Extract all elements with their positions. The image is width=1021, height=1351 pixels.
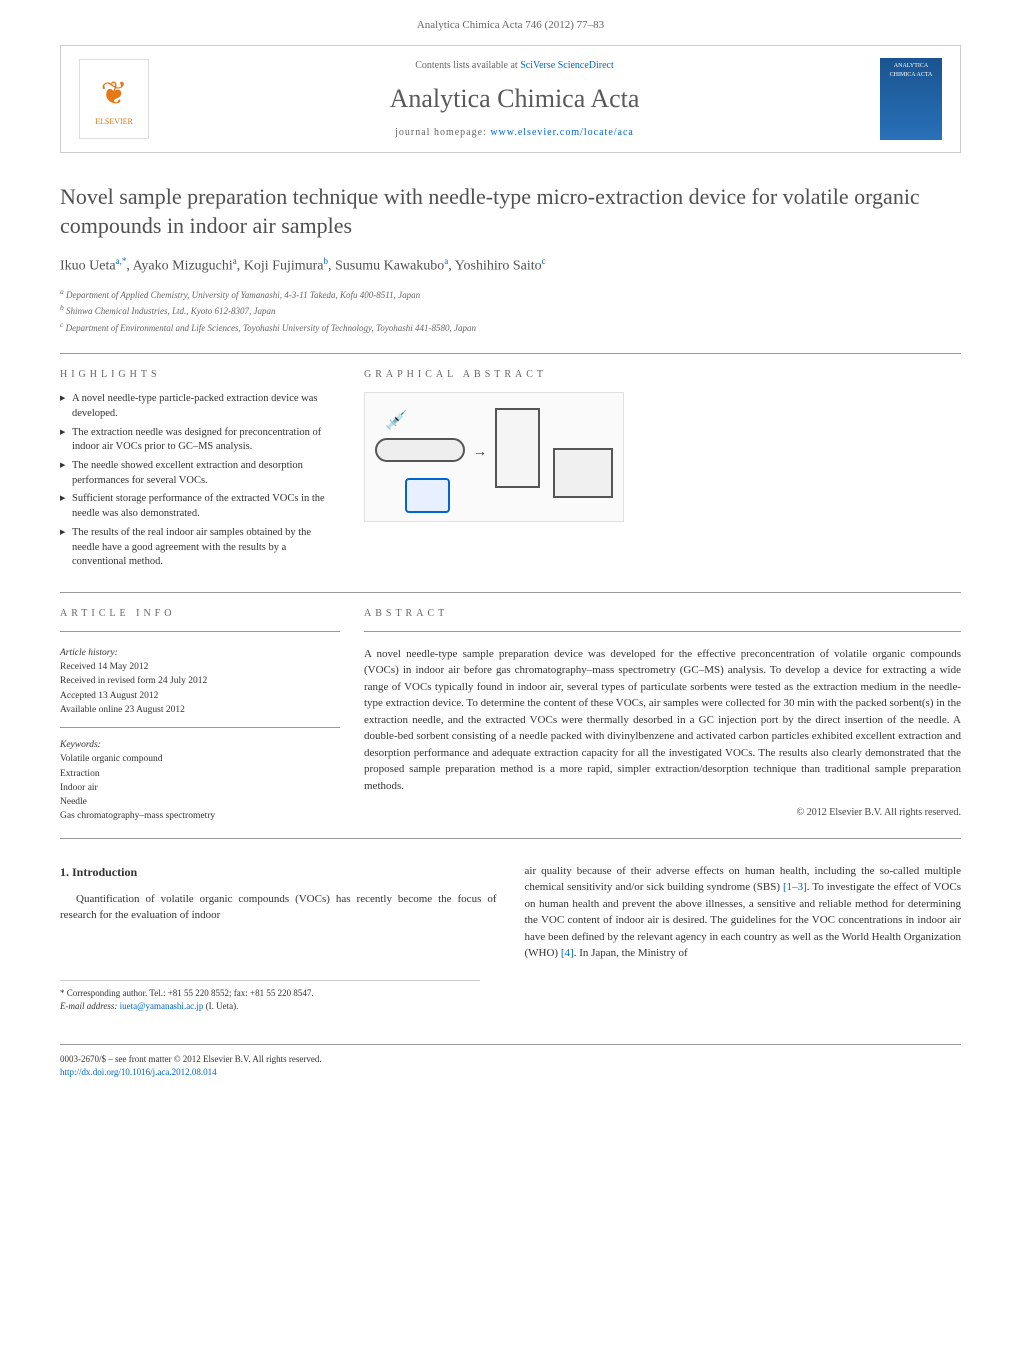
revised-date: Received in revised form 24 July 2012: [60, 674, 340, 688]
sciencedirect-link[interactable]: SciVerse ScienceDirect: [520, 60, 614, 71]
body-text: . In Japan, the Ministry of: [574, 947, 688, 959]
banner-center: Contents lists available at SciVerse Sci…: [149, 59, 880, 139]
graphical-abstract-label: GRAPHICAL ABSTRACT: [364, 368, 961, 382]
author: Ikuo Ueta: [60, 258, 116, 273]
affiliation-text: Department of Environmental and Life Sci…: [66, 323, 476, 333]
corresponding-email-line: E-mail address: iueta@yamanashi.ac.jp (I…: [60, 1000, 480, 1014]
body-column-right: air quality because of their adverse eff…: [525, 863, 962, 962]
abstract-label: ABSTRACT: [364, 607, 961, 621]
online-date: Available online 23 August 2012: [60, 703, 340, 717]
keyword: Indoor air: [60, 781, 340, 795]
journal-name: Analytica Chimica Acta: [149, 81, 880, 117]
corresponding-phone: * Corresponding author. Tel.: +81 55 220…: [60, 987, 480, 1001]
corresponding-email-link[interactable]: iueta@yamanashi.ac.jp: [120, 1001, 204, 1011]
body-paragraph: air quality because of their adverse eff…: [525, 863, 962, 962]
citation-link[interactable]: [4]: [561, 947, 574, 959]
divider: [60, 727, 340, 728]
author-mark: a: [444, 256, 448, 266]
affiliation-text: Department of Applied Chemistry, Univers…: [66, 290, 420, 300]
elsevier-logo: ❦ ELSEVIER: [79, 59, 149, 139]
corresponding-author-note: * Corresponding author. Tel.: +81 55 220…: [60, 980, 480, 1014]
author-mark: a: [233, 256, 237, 266]
affiliation: c Department of Environmental and Life S…: [60, 319, 961, 336]
journal-banner: ❦ ELSEVIER Contents lists available at S…: [60, 45, 961, 153]
article-title: Novel sample preparation technique with …: [60, 183, 961, 240]
author-mark: c: [542, 256, 546, 266]
highlight-item: The needle showed excellent extraction a…: [60, 459, 340, 488]
contents-lists-line: Contents lists available at SciVerse Sci…: [149, 59, 880, 73]
article-history: Article history: Received 14 May 2012 Re…: [60, 646, 340, 717]
section-heading-introduction: 1. Introduction: [60, 863, 497, 881]
keyword: Volatile organic compound: [60, 752, 340, 766]
divider: [60, 631, 340, 632]
contents-prefix: Contents lists available at: [415, 60, 520, 71]
running-head: Analytica Chimica Acta 746 (2012) 77–83: [0, 0, 1021, 45]
arrow-icon: →: [473, 443, 487, 463]
article-info-label: ARTICLE INFO: [60, 607, 340, 621]
corresponding-mark: *: [122, 256, 127, 266]
body-columns: 1. Introduction Quantification of volati…: [60, 863, 961, 962]
elsevier-logo-text: ELSEVIER: [95, 116, 133, 127]
author: Yoshihiro Saito: [455, 258, 542, 273]
highlight-item: Sufficient storage performance of the ex…: [60, 492, 340, 521]
affiliation-text: Shinwa Chemical Industries, Ltd., Kyoto …: [66, 306, 276, 316]
journal-homepage-link[interactable]: www.elsevier.com/locate/aca: [490, 127, 634, 138]
email-suffix: (I. Ueta).: [203, 1001, 238, 1011]
email-label: E-mail address:: [60, 1001, 120, 1011]
abstract-copyright: © 2012 Elsevier B.V. All rights reserved…: [364, 806, 961, 820]
issn-copyright-line: 0003-2670/$ – see front matter © 2012 El…: [60, 1053, 961, 1067]
accepted-date: Accepted 13 August 2012: [60, 689, 340, 703]
highlight-item: The results of the real indoor air sampl…: [60, 526, 340, 570]
highlight-item: The extraction needle was designed for p…: [60, 426, 340, 455]
keywords-label: Keywords:: [60, 738, 340, 752]
affiliation: a Department of Applied Chemistry, Unive…: [60, 286, 961, 303]
keyword: Needle: [60, 795, 340, 809]
divider: [364, 631, 961, 632]
elsevier-tree-icon: ❦: [101, 71, 128, 116]
body-column-left: 1. Introduction Quantification of volati…: [60, 863, 497, 962]
body-paragraph: Quantification of volatile organic compo…: [60, 891, 497, 924]
gc-instrument-icon: [553, 448, 613, 498]
highlights-label: HIGHLIGHTS: [60, 368, 340, 382]
homepage-prefix: journal homepage:: [395, 127, 490, 138]
highlights-list: A novel needle-type particle-packed extr…: [60, 392, 340, 570]
pump-icon: [405, 478, 450, 513]
divider: [60, 838, 961, 839]
author-mark: b: [324, 256, 329, 266]
injection-device-icon: [495, 408, 540, 488]
highlight-item: A novel needle-type particle-packed extr…: [60, 392, 340, 421]
doi-link[interactable]: http://dx.doi.org/10.1016/j.aca.2012.08.…: [60, 1067, 217, 1077]
journal-homepage-line: journal homepage: www.elsevier.com/locat…: [149, 126, 880, 140]
author: Susumu Kawakubo: [335, 258, 444, 273]
affiliation: b Shinwa Chemical Industries, Ltd., Kyot…: [60, 302, 961, 319]
author: Ayako Mizuguchi: [133, 258, 233, 273]
author: Koji Fujimura: [244, 258, 324, 273]
history-label: Article history:: [60, 646, 340, 660]
keywords-block: Keywords: Volatile organic compound Extr…: [60, 738, 340, 824]
abstract-text: A novel needle-type sample preparation d…: [364, 646, 961, 795]
author-list: Ikuo Uetaa,*, Ayako Mizuguchia, Koji Fuj…: [60, 255, 961, 276]
affiliations: a Department of Applied Chemistry, Unive…: [60, 286, 961, 336]
received-date: Received 14 May 2012: [60, 660, 340, 674]
citation-link[interactable]: [1–3]: [783, 881, 807, 893]
keyword: Gas chromatography–mass spectrometry: [60, 809, 340, 823]
keyword: Extraction: [60, 767, 340, 781]
graphical-abstract-figure: 💉 →: [364, 392, 624, 522]
page-footer: 0003-2670/$ – see front matter © 2012 El…: [60, 1044, 961, 1080]
syringe-icon: 💉: [385, 408, 407, 433]
journal-cover-thumbnail: ANALYTICA CHIMICA ACTA: [880, 58, 942, 140]
sorbent-tube-icon: [375, 438, 465, 462]
